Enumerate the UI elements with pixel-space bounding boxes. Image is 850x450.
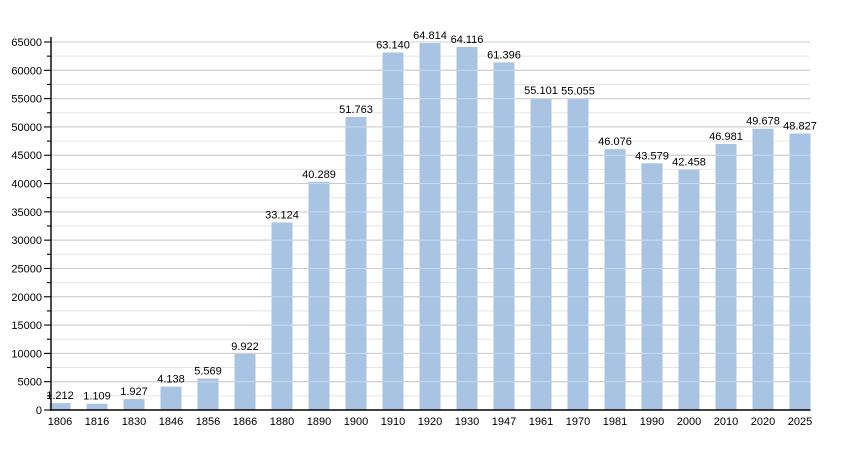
x-tick-label: 1880	[270, 416, 294, 428]
x-tick-label: 1990	[640, 416, 664, 428]
y-tick-label: 10000	[11, 348, 42, 360]
value-label: 48.827	[783, 121, 817, 133]
bar-1981	[604, 149, 626, 410]
value-label: 5.569	[194, 365, 222, 377]
y-tick-label: 50000	[11, 122, 42, 134]
value-label: 49.678	[746, 116, 780, 128]
bar-1970	[567, 98, 589, 410]
value-label: 40.289	[302, 169, 336, 181]
x-tick-label: 1930	[455, 416, 479, 428]
bar-1856	[197, 378, 219, 410]
x-tick-label: 1866	[233, 416, 257, 428]
y-tick-label: 65000	[11, 37, 42, 49]
x-tick-label: 2010	[714, 416, 738, 428]
x-tick-label: 2025	[788, 416, 812, 428]
value-label: 1.927	[120, 386, 148, 398]
value-label: 9.922	[231, 341, 259, 353]
bar-1990	[641, 163, 663, 410]
value-label: 43.579	[635, 150, 669, 162]
value-label: 63.140	[376, 40, 410, 52]
bar-2000	[678, 169, 700, 410]
bar-2010	[715, 144, 737, 410]
y-tick-label: 40000	[11, 179, 42, 191]
bar-1890	[308, 181, 330, 410]
bar-1910	[382, 52, 404, 411]
bar-1961	[530, 98, 552, 410]
x-tick-label: 1830	[122, 416, 146, 428]
bar-1880	[271, 222, 293, 410]
value-label: 46.076	[598, 136, 632, 148]
bar-1816	[86, 403, 108, 410]
x-tick-label: 1961	[529, 416, 553, 428]
y-tick-label: 15000	[11, 320, 42, 332]
y-tick-label: 30000	[11, 235, 42, 247]
y-tick-label: 20000	[11, 292, 42, 304]
y-tick-label: 45000	[11, 150, 42, 162]
y-tick-label: 0	[36, 405, 42, 417]
bar-1830	[123, 399, 145, 410]
bar-1947	[493, 62, 515, 411]
value-label: 33.124	[265, 209, 299, 221]
x-tick-label: 2020	[751, 416, 775, 428]
bar-1900	[345, 116, 367, 411]
bar-2025	[789, 133, 811, 410]
x-tick-label: 1981	[603, 416, 627, 428]
x-tick-label: 1900	[344, 416, 368, 428]
bar-2020	[752, 128, 774, 410]
x-tick-label: 1910	[381, 416, 405, 428]
bar-1920	[419, 43, 441, 411]
bar-1866	[234, 353, 256, 410]
x-tick-label: 1970	[566, 416, 590, 428]
y-tick-label: 25000	[11, 263, 42, 275]
y-tick-label: 35000	[11, 207, 42, 219]
x-tick-label: 1816	[85, 416, 109, 428]
value-label: 1.212	[46, 390, 74, 402]
y-tick-label: 5000	[18, 377, 42, 389]
value-label: 4.138	[157, 374, 185, 386]
x-tick-label: 2000	[677, 416, 701, 428]
value-label: 55.055	[561, 85, 595, 97]
x-tick-label: 1806	[48, 416, 72, 428]
x-tick-label: 1920	[418, 416, 442, 428]
x-tick-label: 1856	[196, 416, 220, 428]
y-tick-label: 60000	[11, 65, 42, 77]
x-tick-label: 1890	[307, 416, 331, 428]
x-tick-label: 1846	[159, 416, 183, 428]
value-label: 64.814	[413, 30, 447, 42]
value-label: 61.396	[487, 49, 521, 61]
value-label: 64.116	[451, 34, 484, 46]
value-label: 51.763	[339, 104, 373, 116]
value-label: 55.101	[524, 85, 558, 97]
value-label: 46.981	[709, 131, 743, 143]
value-label: 42.458	[672, 157, 706, 169]
bar-1846	[160, 386, 182, 410]
y-tick-label: 55000	[11, 94, 42, 106]
bar-1806	[49, 403, 71, 410]
value-label: 1.109	[83, 391, 111, 403]
bar-1930	[456, 47, 478, 411]
x-tick-label: 1947	[492, 416, 516, 428]
